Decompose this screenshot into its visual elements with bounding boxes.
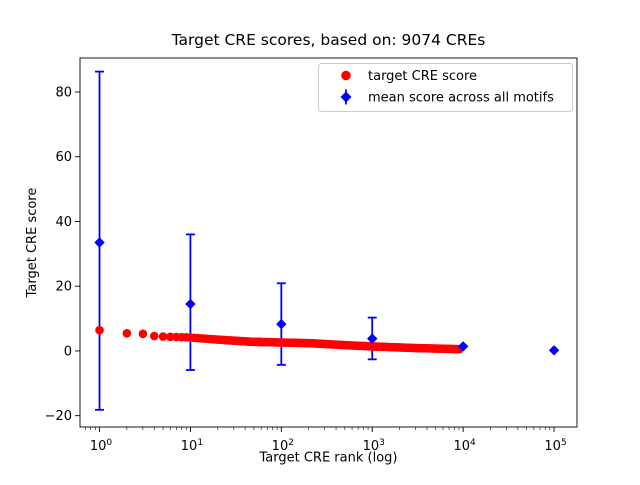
x-tick-label: 104	[453, 438, 476, 454]
y-tick-label: 60	[55, 150, 72, 165]
red-data-point	[122, 328, 132, 338]
x-tick-label: 102	[272, 438, 294, 454]
blue-data-point	[185, 298, 196, 310]
y-tick-label: 40	[55, 215, 72, 230]
legend-marker-circle-icon	[341, 70, 351, 81]
blue-data-point	[367, 333, 378, 344]
blue-data-point	[548, 345, 560, 356]
red-data-point	[95, 325, 104, 335]
y-tick-label: 20	[55, 280, 72, 295]
x-tick-label: 103	[363, 438, 385, 454]
legend-marker-diamond-icon	[340, 91, 352, 103]
blue-data-point	[457, 341, 469, 352]
x-tick-label: 100	[90, 438, 113, 454]
y-tick-label: −20	[45, 409, 72, 424]
red-data-point	[149, 331, 159, 341]
chart-title: Target CRE scores, based on: 9074 CREs	[171, 31, 486, 49]
legend-label-mean-score: mean score across all motifs	[368, 91, 554, 106]
x-axis-label: Target CRE rank (log)	[259, 451, 398, 466]
blue-data-point	[276, 318, 287, 330]
red-data-point	[138, 329, 148, 339]
plot-area: −20 0 20 40 60 80 100 101 102 103 104 105	[45, 57, 578, 454]
legend-box	[318, 63, 573, 112]
y-axis-label: Target CRE score	[25, 188, 40, 299]
y-tick-label: 80	[55, 85, 72, 100]
y-tick-label: 0	[64, 344, 72, 359]
legend-label-target-score: target CRE score	[368, 69, 477, 84]
x-tick-label: 105	[544, 438, 566, 454]
red-data-point	[158, 332, 168, 341]
x-tick-label: 101	[181, 438, 203, 454]
red-data-point	[165, 332, 175, 342]
blue-data-point	[94, 237, 105, 248]
plot-border	[79, 57, 578, 428]
